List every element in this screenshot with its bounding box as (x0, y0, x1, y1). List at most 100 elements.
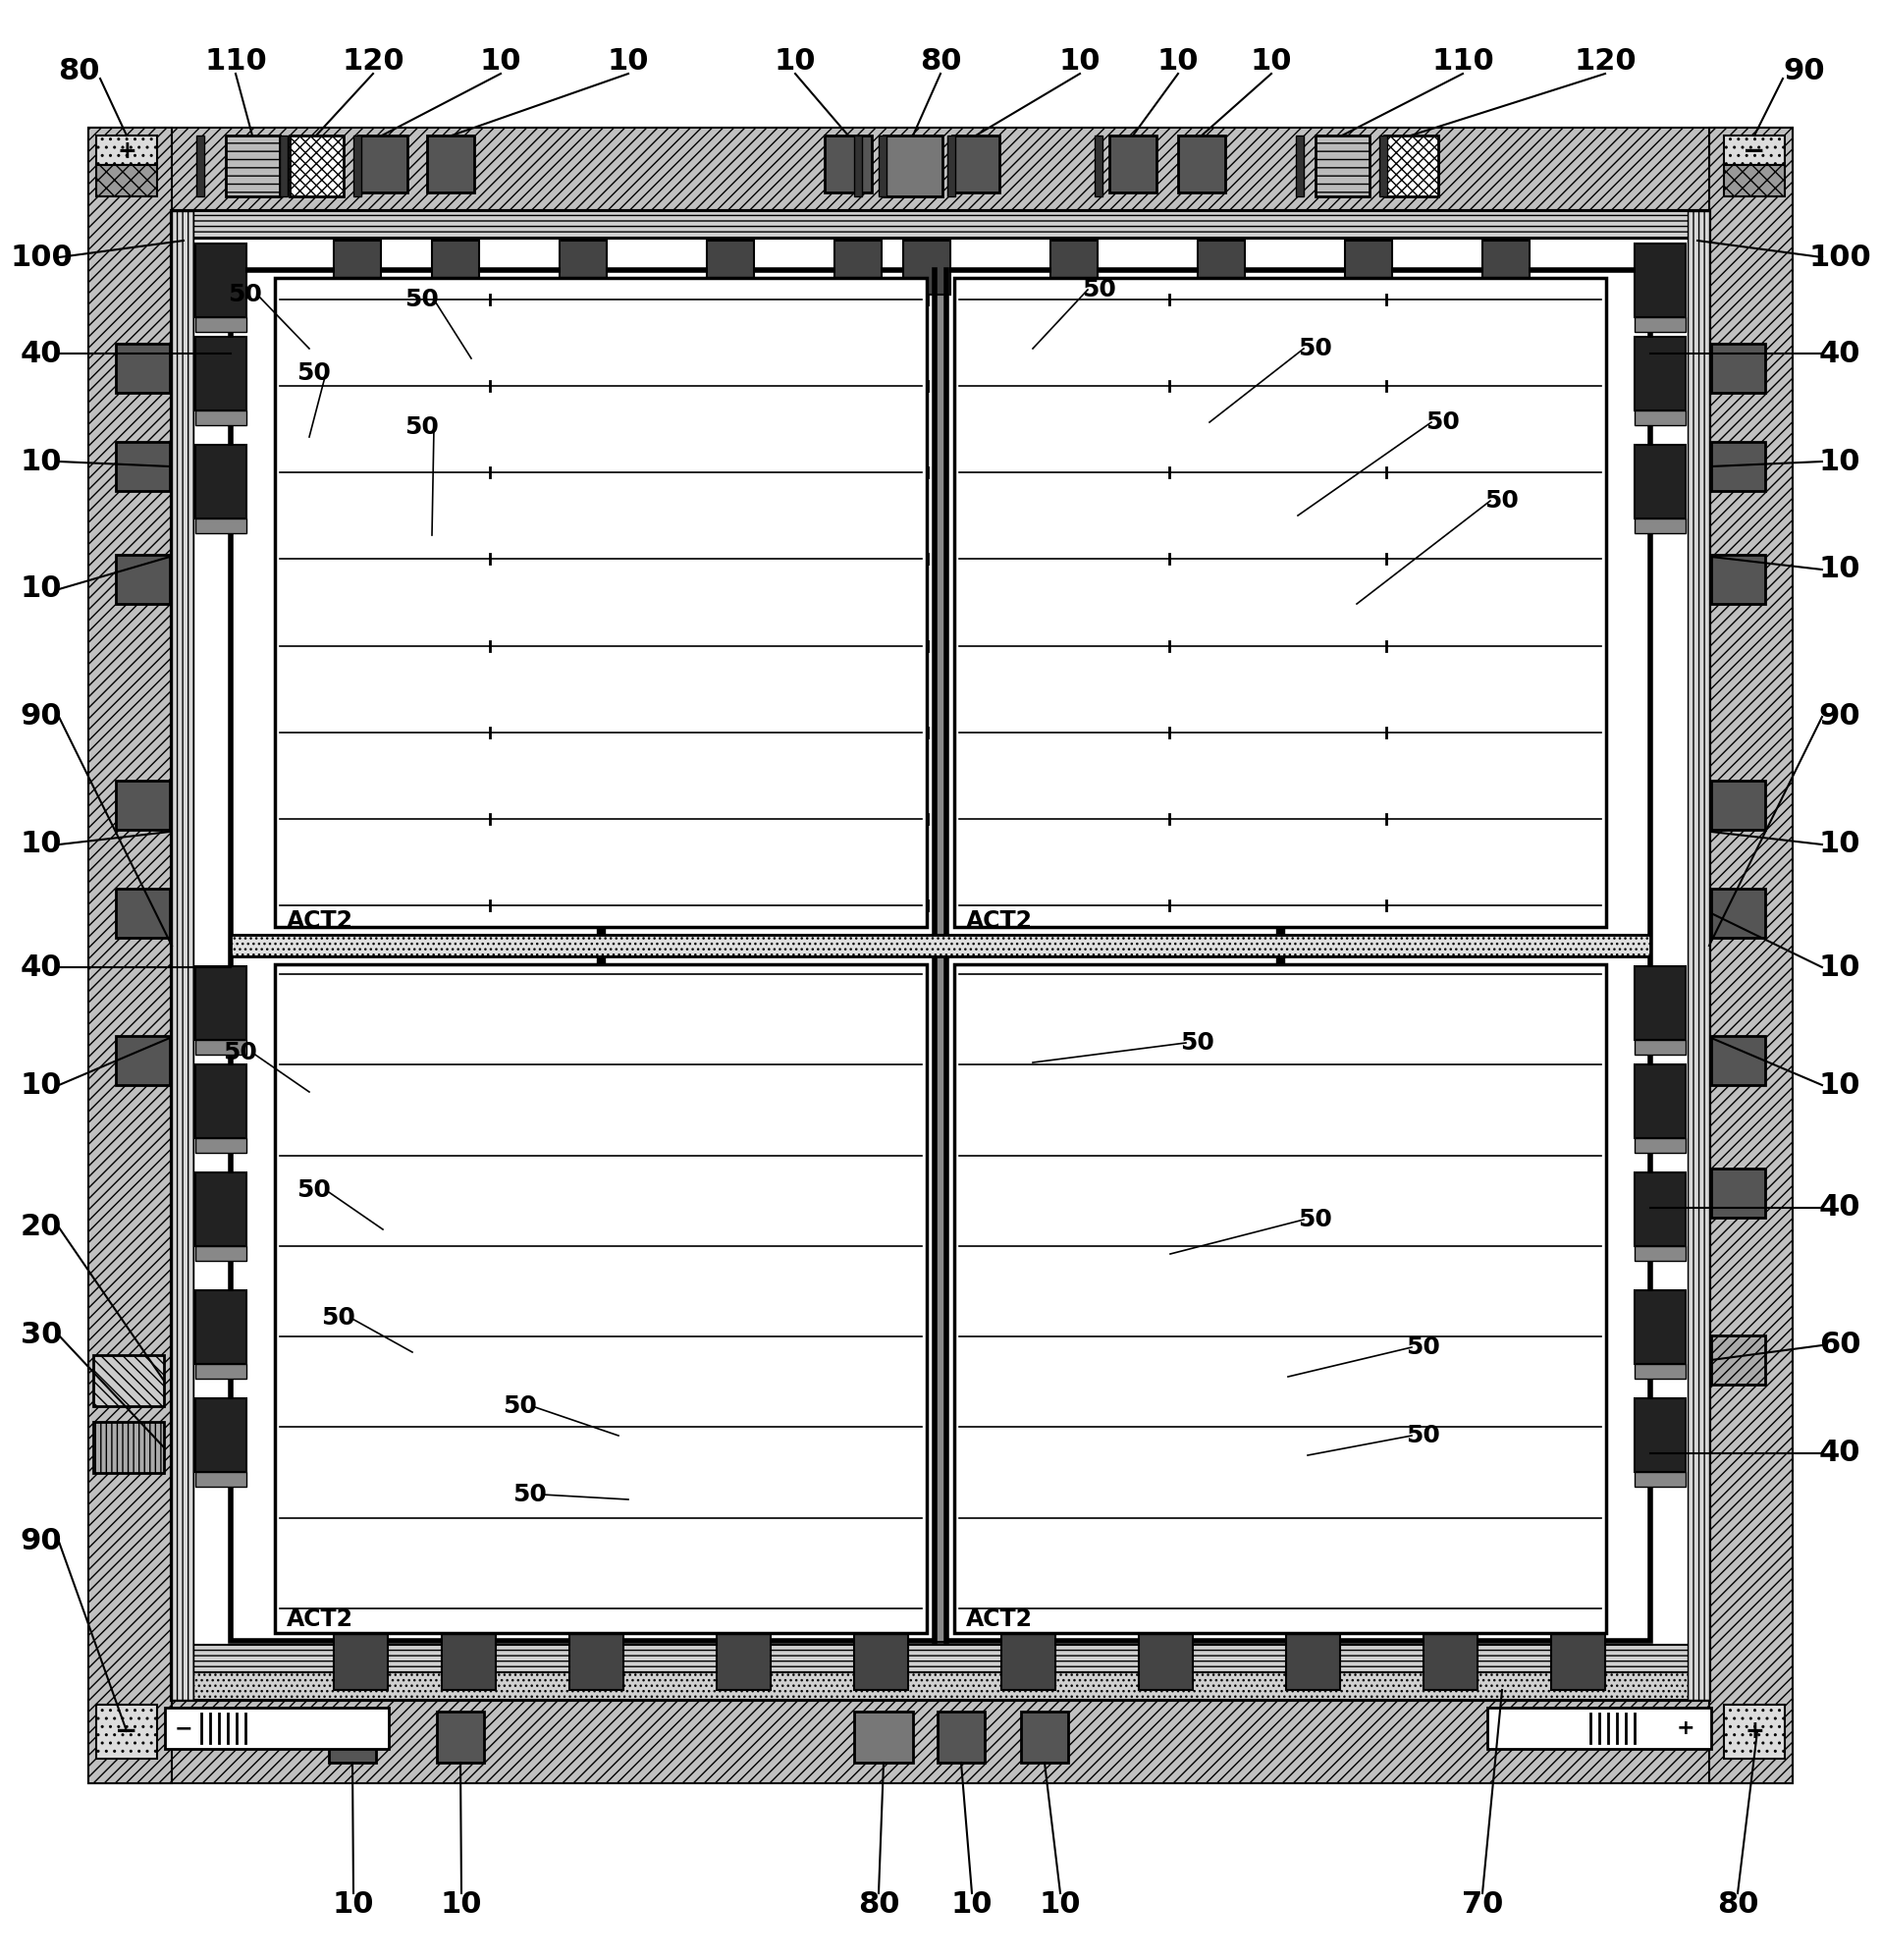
Text: 50: 50 (224, 1041, 258, 1064)
Bar (171, 212, 194, 1699)
Text: 10: 10 (1819, 831, 1860, 858)
Text: +: + (1746, 1719, 1764, 1742)
Bar (854, 135, 861, 196)
Bar (333, 1627, 387, 1690)
Bar (96, 165, 158, 196)
Bar (436, 1711, 483, 1762)
Bar (1635, 519, 1685, 533)
Text: 50: 50 (1298, 1207, 1332, 1231)
Bar (1198, 241, 1245, 294)
Bar (1635, 1472, 1685, 1488)
Text: 50: 50 (1082, 278, 1117, 302)
Bar (290, 135, 344, 196)
Text: 90: 90 (21, 1527, 62, 1556)
Text: 50: 50 (322, 1305, 356, 1329)
Text: 90: 90 (1783, 57, 1825, 84)
Bar (854, 1627, 909, 1690)
Text: 10: 10 (1819, 555, 1860, 584)
Bar (1345, 241, 1392, 294)
Text: 100: 100 (1808, 243, 1872, 272)
Bar (824, 135, 871, 192)
Bar (935, 270, 946, 1641)
Bar (1424, 1627, 1477, 1690)
Text: 50: 50 (404, 288, 440, 312)
Bar (717, 1627, 771, 1690)
Bar (427, 135, 474, 192)
Bar (196, 1172, 246, 1247)
Bar (854, 1711, 912, 1762)
Text: 110: 110 (1431, 47, 1494, 74)
Bar (88, 127, 171, 1784)
Text: 70: 70 (1462, 1891, 1503, 1919)
Bar (1712, 1168, 1764, 1217)
Text: 40: 40 (21, 339, 62, 368)
Bar (117, 343, 169, 392)
Bar (1712, 343, 1764, 392)
Text: 10: 10 (1819, 447, 1860, 476)
Text: 40: 40 (1819, 1194, 1860, 1221)
Bar (1050, 241, 1099, 294)
Bar (707, 241, 754, 294)
Text: 10: 10 (775, 47, 816, 74)
Text: 80: 80 (58, 57, 100, 84)
Bar (878, 135, 886, 196)
Text: 10: 10 (952, 1891, 993, 1919)
Text: 50: 50 (1298, 337, 1332, 361)
Bar (1482, 241, 1529, 294)
Bar (1315, 135, 1369, 196)
Bar (1723, 1705, 1785, 1758)
Text: 10: 10 (1059, 47, 1100, 74)
Bar (1095, 135, 1102, 196)
Text: 50: 50 (514, 1484, 547, 1507)
Bar (1712, 888, 1764, 937)
Bar (1384, 135, 1439, 196)
Bar (1287, 1627, 1339, 1690)
Text: 20: 20 (21, 1213, 62, 1243)
Bar (96, 135, 158, 165)
Bar (1635, 1290, 1685, 1364)
Text: 10: 10 (21, 447, 62, 476)
Bar (903, 241, 950, 294)
Bar (1178, 135, 1225, 192)
Bar (1712, 441, 1764, 492)
Bar (96, 1705, 158, 1758)
Text: 10: 10 (1819, 953, 1860, 982)
Text: 40: 40 (21, 953, 62, 982)
Text: ACT2: ACT2 (967, 1607, 1033, 1631)
Text: 10: 10 (1157, 47, 1198, 74)
Bar (231, 270, 1650, 1641)
Bar (196, 1064, 246, 1139)
Text: 120: 120 (342, 47, 404, 74)
Bar (1687, 212, 1710, 1699)
Bar (1723, 135, 1785, 165)
Bar (329, 1711, 376, 1762)
Text: 10: 10 (1819, 1070, 1860, 1100)
Bar (835, 241, 882, 294)
Bar (1712, 1037, 1764, 1086)
Text: 10: 10 (608, 47, 649, 74)
Bar (596, 956, 606, 964)
Bar (884, 135, 942, 196)
Bar (196, 318, 246, 331)
Bar (171, 212, 1710, 1699)
Text: 80: 80 (1717, 1891, 1759, 1919)
Bar (1001, 1627, 1055, 1690)
Bar (1635, 1247, 1685, 1260)
Bar (196, 1041, 246, 1054)
Text: 50: 50 (504, 1394, 538, 1417)
Bar (1635, 1139, 1685, 1152)
Bar (88, 127, 1793, 212)
Bar (196, 135, 205, 196)
Text: 10: 10 (333, 1891, 374, 1919)
Text: −: − (1744, 137, 1766, 165)
Text: 10: 10 (1251, 47, 1292, 74)
Bar (196, 1139, 246, 1152)
Bar (1712, 1335, 1764, 1384)
Bar (1635, 445, 1685, 519)
Bar (1635, 410, 1685, 425)
Text: 30: 30 (21, 1321, 62, 1350)
Bar (1379, 135, 1386, 196)
Text: 50: 50 (228, 282, 263, 306)
Bar (1488, 1707, 1712, 1748)
Text: 110: 110 (205, 47, 267, 74)
